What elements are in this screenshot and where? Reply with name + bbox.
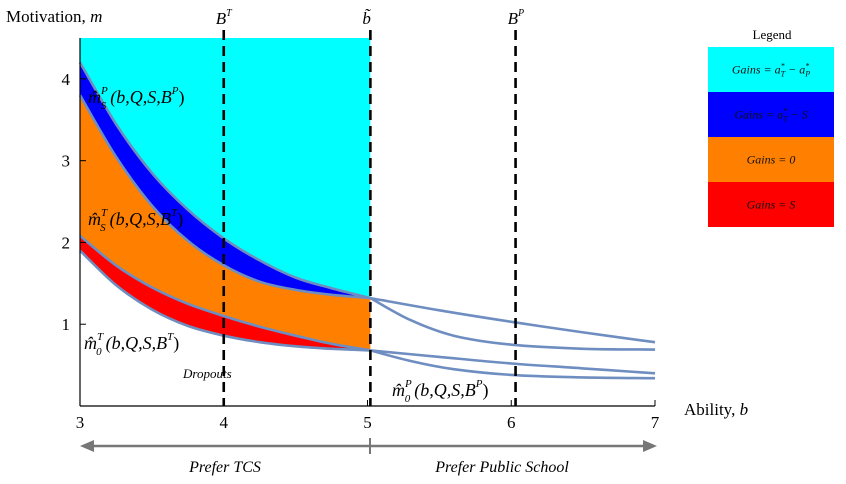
legend-label-gains_s1: Gains = a* T − S — [734, 107, 807, 124]
y-tick-label-0: 1 — [62, 315, 71, 334]
region-gains_s1 — [80, 62, 371, 299]
prefer-public-label: Prefer Public School — [434, 459, 569, 476]
annotation-m0-P: m̂P 0 (b,Q,S,BP) — [392, 378, 488, 405]
vline-label-0: BT — [216, 8, 233, 28]
annotation-m0-T: m̂T 0 (b,Q,S,BT) — [84, 331, 179, 358]
curve-mid_TCS — [79, 234, 371, 352]
legend-swatch-gains_s1 — [708, 92, 834, 137]
curve-pub_low2 — [370, 349, 656, 380]
y-tick-label-3: 4 — [62, 70, 71, 89]
vline-label-2: BP — [508, 8, 525, 28]
x-tick-label-0: 3 — [76, 413, 85, 432]
legend-title: Legend — [753, 27, 792, 42]
legend-label-gains_a: Gains = a* T − a* P — [732, 62, 810, 79]
y-axis-title: Motivation, m — [6, 7, 102, 26]
svg-text:m̂T0(b,Q,S,BT): m̂T 0 (b,Q,S,BT) — [84, 331, 179, 358]
curve-mS_T_TCS — [78, 94, 371, 300]
legend-label-gains_s2: Gains = S — [747, 198, 796, 212]
legend-swatch-gains_s2 — [708, 182, 834, 227]
curves — [78, 61, 656, 380]
region-gains_s2 — [80, 235, 371, 351]
vline-label-1: b̃ — [362, 9, 371, 28]
legend-items: Gains = a* T − a* P Gains = a* T − S Gains = … — [708, 47, 834, 227]
x-axis-title: Ability, b — [684, 400, 748, 419]
curve-pub_mid — [369, 296, 656, 351]
y-tick-label-2: 3 — [62, 152, 71, 171]
x-tick-label-1: 4 — [220, 413, 229, 432]
legend-label-gains_0: Gains = 0 — [747, 153, 796, 167]
x-tick-label-3: 6 — [507, 413, 516, 432]
svg-text:m̂PS(b,Q,S,BP): m̂P S (b,Q,S,BP) — [88, 85, 184, 112]
prefer-tcs-label: Prefer TCS — [188, 459, 261, 476]
vertical-reference-lines: BT b̃ BP — [216, 8, 524, 406]
annotation-mS-P: m̂P S (b,Q,S,BP) — [88, 85, 184, 112]
legend-swatch-gains_a — [708, 47, 834, 92]
axes: 3 4 5 6 7 1 2 3 4 — [62, 38, 660, 432]
legend-swatch-gains_0 — [708, 137, 834, 182]
dropouts-label: Dropouts — [182, 366, 232, 381]
svg-text:m̂TS(b,Q,S,BT): m̂T S (b,Q,S,BT) — [88, 207, 183, 234]
x-tick-label-2: 5 — [363, 413, 372, 432]
curve-pub_low1 — [370, 349, 656, 375]
annotation-mS-T: m̂T S (b,Q,S,BT) — [88, 207, 183, 234]
prefer-arrows — [80, 438, 657, 454]
svg-text:m̂P0(b,Q,S,BP): m̂P 0 (b,Q,S,BP) — [392, 378, 488, 405]
y-tick-label-1: 2 — [62, 233, 71, 252]
shaded-regions — [80, 38, 371, 351]
region-gains_a — [80, 38, 371, 299]
x-tick-label-4: 7 — [651, 413, 660, 432]
curve-pub_top — [370, 296, 656, 344]
